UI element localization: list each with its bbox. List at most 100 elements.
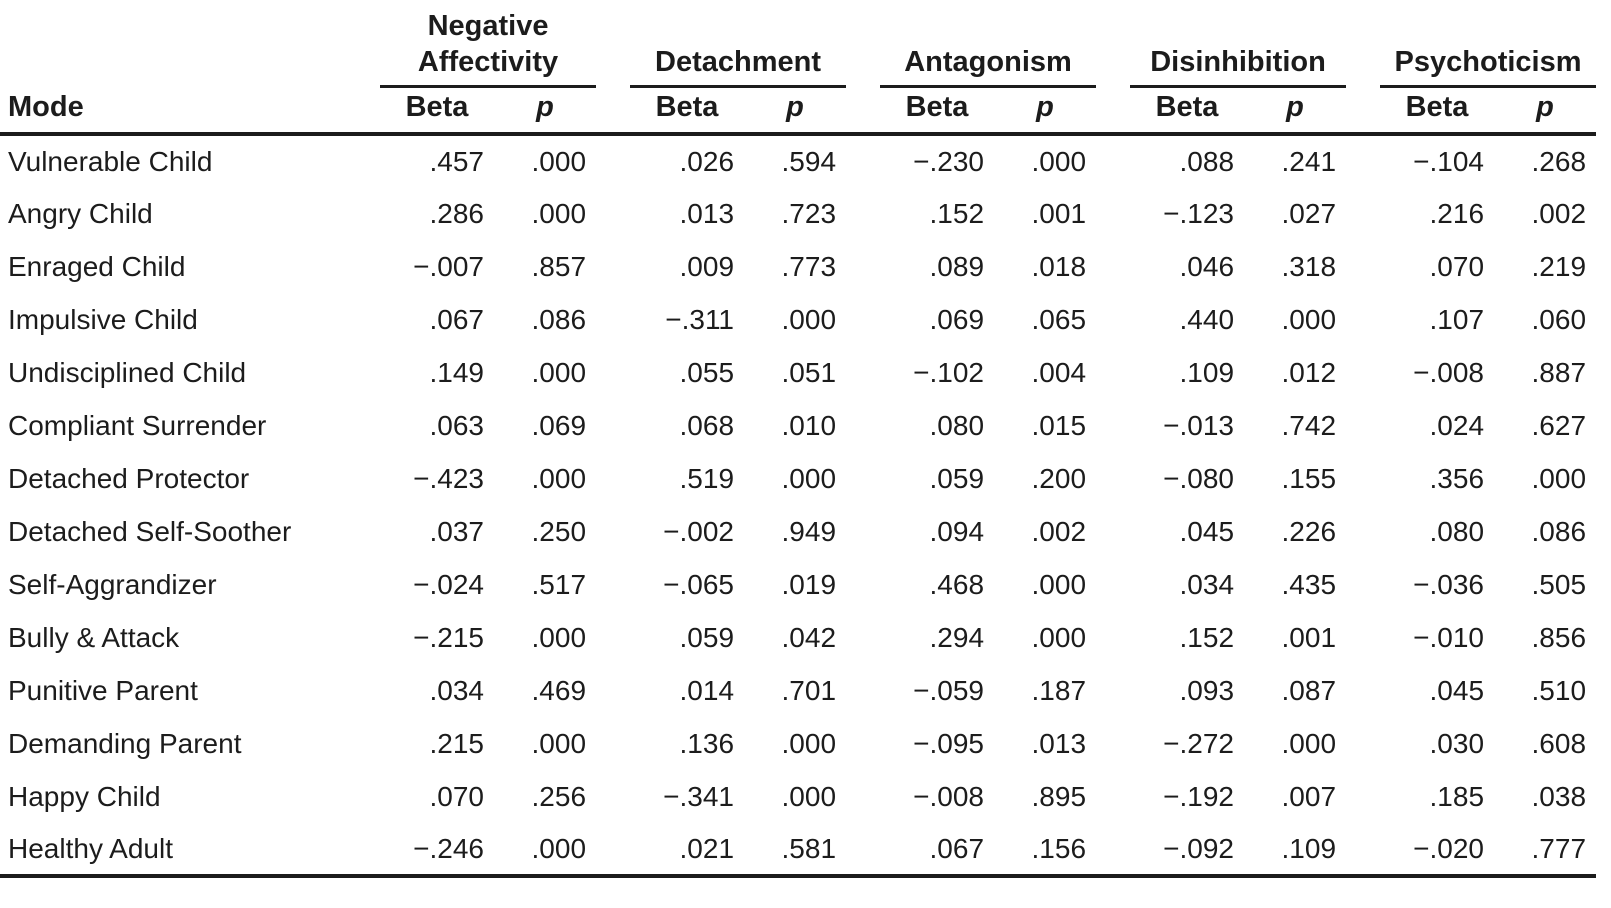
beta-value-cell: −.080 (1163, 462, 1235, 494)
column-gap (1346, 452, 1380, 505)
beta-column-header: Beta (1380, 86, 1495, 136)
p-value-cell: .000 (531, 727, 587, 759)
mode-cell: Demanding Parent (8, 727, 242, 759)
group-label: Psychoticism (1394, 45, 1582, 78)
column-gap (1096, 2, 1130, 86)
p-value-cell: .000 (531, 621, 587, 653)
subheader-row: Mode Beta p Beta p Beta p Beta p Beta p (0, 86, 1597, 136)
column-gap (1346, 134, 1380, 187)
beta-value-cell: −.246 (380, 823, 494, 878)
column-gap (596, 2, 630, 86)
beta-value-cell: −.192 (1163, 780, 1235, 812)
p-value-cell: .268 (1531, 145, 1587, 177)
group-header-disinhibition: Disinhibition (1130, 2, 1347, 88)
mode-cell: Impulsive Child (8, 303, 198, 335)
beta-value-cell: .069 (929, 303, 985, 335)
group-label: Disinhibition (1150, 45, 1326, 78)
p-value-cell: .256 (531, 780, 587, 812)
p-value-cell: .000 (1031, 621, 1087, 653)
p-value-cell: .010 (781, 409, 837, 441)
mode-cell: Angry Child (8, 197, 153, 229)
p-value-cell: .887 (1531, 356, 1587, 388)
beta-value-cell: −.013 (1163, 409, 1235, 441)
beta-value-cell: .080 (929, 409, 985, 441)
p-value-cell: .777 (1494, 823, 1597, 878)
regression-results-table: Negative Affectivity Detachment Antagoni… (0, 2, 1597, 878)
p-value-cell: .435 (1281, 568, 1337, 600)
beta-value-cell: .030 (1429, 727, 1485, 759)
column-gap (1096, 399, 1130, 452)
column-gap (846, 2, 880, 86)
column-gap (596, 770, 630, 823)
p-value-cell: .594 (781, 145, 837, 177)
beta-value-cell: .152 (929, 197, 985, 229)
beta-value-cell: .021 (630, 823, 745, 878)
beta-value-cell: .026 (679, 145, 735, 177)
table-body: Vulnerable Child .457 .000 .026 .594 −.230 .00… (0, 134, 1597, 878)
beta-value-cell: .215 (429, 727, 485, 759)
column-gap (1346, 770, 1380, 823)
beta-value-cell: .519 (679, 462, 735, 494)
table-row: Enraged Child −.007 .857 .009 .773 .089 .018 .0… (0, 240, 1596, 293)
beta-value-cell: −.036 (1413, 568, 1485, 600)
p-value-cell: .318 (1281, 250, 1337, 282)
column-gap (596, 293, 630, 346)
beta-value-cell: .046 (1179, 250, 1235, 282)
beta-value-cell: −.423 (413, 462, 484, 494)
table-row: Punitive Parent .034 .469 .014 .701 −.059 .187… (0, 664, 1596, 717)
p-value-cell: .857 (531, 250, 587, 282)
p-value-cell: .109 (1244, 823, 1347, 878)
column-gap (1096, 452, 1130, 505)
beta-value-cell: −.215 (413, 621, 484, 653)
beta-value-cell: .468 (929, 568, 985, 600)
column-gap (1096, 770, 1130, 823)
p-value-cell: .001 (1031, 197, 1087, 229)
p-column-header: p (494, 86, 597, 136)
p-value-cell: .086 (531, 303, 587, 335)
column-gap (846, 187, 880, 240)
beta-value-cell: .107 (1429, 303, 1485, 335)
column-gap (1346, 664, 1380, 717)
beta-value-cell: .034 (429, 674, 485, 706)
column-gap (596, 346, 630, 399)
p-value-cell: .701 (781, 674, 837, 706)
mode-cell: Compliant Surrender (8, 409, 267, 441)
p-value-cell: .038 (1531, 780, 1587, 812)
group-label: Detachment (655, 45, 822, 78)
p-value-cell: .226 (1281, 515, 1337, 547)
mode-cell: Bully & Attack (8, 621, 180, 653)
column-gap (846, 452, 880, 505)
table-row: Vulnerable Child .457 .000 .026 .594 −.230 .00… (0, 134, 1596, 187)
beta-value-cell: −.095 (913, 727, 985, 759)
group-label: Antagonism (904, 45, 1072, 78)
beta-value-cell: .109 (1179, 356, 1235, 388)
beta-value-cell: .094 (929, 515, 985, 547)
p-value-cell: .000 (781, 780, 837, 812)
beta-value-cell: .034 (1179, 568, 1235, 600)
column-gap (846, 505, 880, 558)
column-gap (596, 558, 630, 611)
column-gap (1346, 240, 1380, 293)
group-header-row: Negative Affectivity Detachment Antagoni… (0, 2, 1597, 88)
beta-value-cell: .093 (1179, 674, 1235, 706)
group-header-antagonism: Antagonism (880, 2, 1097, 88)
p-value-cell: .069 (531, 409, 587, 441)
p-value-cell: .007 (1281, 780, 1337, 812)
p-value-cell: .000 (781, 727, 837, 759)
p-value-cell: .219 (1531, 250, 1587, 282)
beta-value-cell: .013 (679, 197, 735, 229)
p-value-cell: .015 (1031, 409, 1087, 441)
p-value-cell: .200 (1031, 462, 1087, 494)
mode-cell: Enraged Child (8, 250, 186, 282)
table-row: Self-Aggrandizer −.024 .517 −.065 .019 .468 .0… (0, 558, 1596, 611)
p-value-cell: .012 (1281, 356, 1337, 388)
beta-value-cell: .068 (679, 409, 735, 441)
column-gap (1096, 187, 1130, 240)
column-gap (846, 399, 880, 452)
beta-value-cell: −.007 (413, 250, 484, 282)
beta-value-cell: .185 (1429, 780, 1485, 812)
beta-value-cell: .067 (880, 823, 995, 878)
beta-value-cell: −.341 (663, 780, 735, 812)
beta-value-cell: −.008 (913, 780, 985, 812)
beta-value-cell: .055 (679, 356, 735, 388)
